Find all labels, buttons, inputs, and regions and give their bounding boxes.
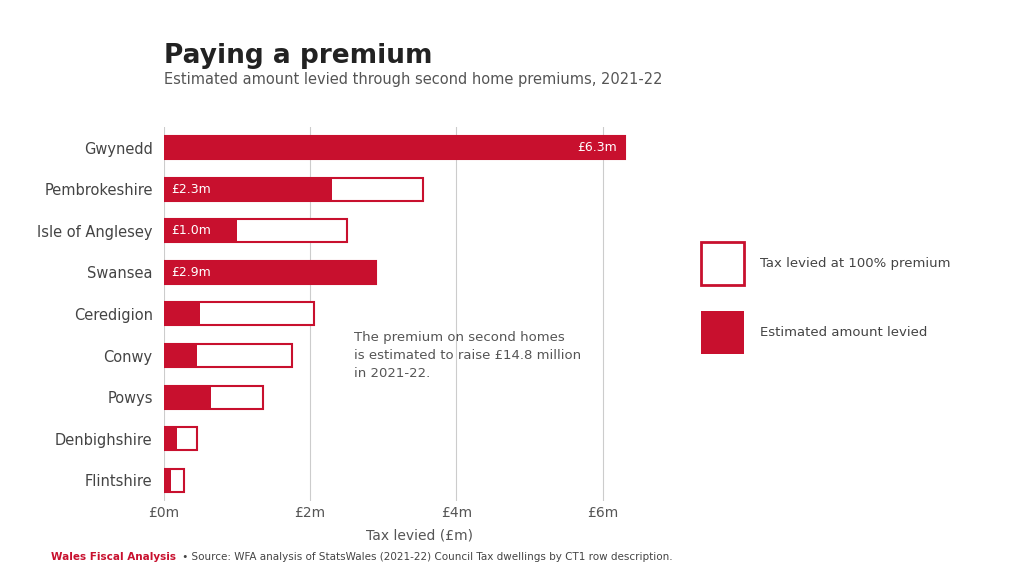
Bar <box>164 136 625 159</box>
Bar <box>164 427 177 450</box>
Bar <box>164 469 171 492</box>
X-axis label: Tax levied (£m): Tax levied (£m) <box>367 528 473 543</box>
Bar <box>164 177 424 200</box>
Text: • Source: WFA analysis of StatsWales (2021-22) Council Tax dwellings by CT1 row : • Source: WFA analysis of StatsWales (20… <box>179 552 673 562</box>
Bar <box>164 177 332 200</box>
Bar <box>164 219 237 242</box>
Bar <box>164 136 625 159</box>
Bar <box>164 427 197 450</box>
Bar <box>164 386 262 408</box>
Bar <box>164 386 211 408</box>
Text: Estimated amount levied through second home premiums, 2021-22: Estimated amount levied through second h… <box>164 72 663 87</box>
Text: £2.3m: £2.3m <box>171 183 211 196</box>
Bar <box>164 344 197 367</box>
Text: £6.3m: £6.3m <box>578 141 617 154</box>
Bar <box>164 219 347 242</box>
Text: Estimated amount levied: Estimated amount levied <box>760 326 927 339</box>
Bar <box>164 302 201 325</box>
Bar <box>164 302 313 325</box>
Text: £1.0m: £1.0m <box>171 224 211 237</box>
Text: Paying a premium: Paying a premium <box>164 43 432 69</box>
Text: The premium on second homes
is estimated to raise £14.8 million
in 2021-22.: The premium on second homes is estimated… <box>354 331 582 380</box>
Bar <box>164 261 376 284</box>
Text: Wales Fiscal Analysis: Wales Fiscal Analysis <box>51 552 176 562</box>
Text: £2.9m: £2.9m <box>171 266 211 279</box>
Bar <box>164 261 376 284</box>
Bar <box>164 469 184 492</box>
Text: Tax levied at 100% premium: Tax levied at 100% premium <box>760 257 950 270</box>
Bar <box>164 344 292 367</box>
